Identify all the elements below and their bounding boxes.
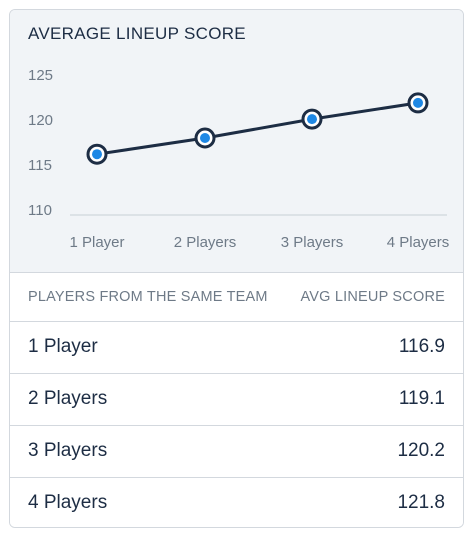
row-label: 3 Players — [28, 440, 108, 461]
series-line — [96, 101, 419, 156]
data-point-dot — [92, 149, 102, 160]
data-point-dot — [413, 97, 423, 108]
chart-panel: AVERAGE LINEUP SCORE 125 120 115 110 1 Playe… — [10, 10, 463, 272]
table-row: 1 Player 116.9 — [10, 322, 463, 374]
row-label: 2 Players — [28, 388, 108, 409]
x-tick-label: 1 Player — [69, 234, 124, 251]
y-tick-label: 125 — [28, 67, 53, 84]
table-row: 3 Players 120.2 — [10, 426, 463, 478]
y-tick-label: 115 — [28, 157, 52, 174]
column-header-score: AVG LINEUP SCORE — [300, 289, 445, 305]
row-value: 120.2 — [397, 440, 445, 461]
table-row: 2 Players 119.1 — [10, 374, 463, 426]
x-tick-label: 4 Players — [387, 234, 450, 251]
lineup-score-card: AVERAGE LINEUP SCORE 125 120 115 110 1 Playe… — [9, 9, 464, 528]
line-chart: 125 120 115 110 1 Player 2 Players 3 Players 4 … — [28, 67, 450, 251]
data-point-dot — [200, 133, 210, 143]
y-tick-label: 120 — [28, 112, 53, 129]
x-tick-label: 2 Players — [174, 234, 237, 251]
table-row: 4 Players 121.8 — [10, 478, 463, 527]
column-header-players: PLAYERS FROM THE SAME TEAM — [28, 289, 268, 305]
x-tick-label: 3 Players — [281, 234, 344, 251]
chart-title: AVERAGE LINEUP SCORE — [28, 24, 246, 43]
row-value: 121.8 — [397, 492, 445, 513]
row-value: 119.1 — [398, 388, 445, 409]
table-header: PLAYERS FROM THE SAME TEAM AVG LINEUP SC… — [10, 272, 463, 322]
row-label: 1 Player — [28, 336, 98, 357]
row-value: 116.9 — [398, 336, 445, 357]
y-tick-label: 110 — [28, 202, 52, 219]
data-point-dot — [307, 114, 317, 125]
row-label: 4 Players — [28, 492, 108, 513]
